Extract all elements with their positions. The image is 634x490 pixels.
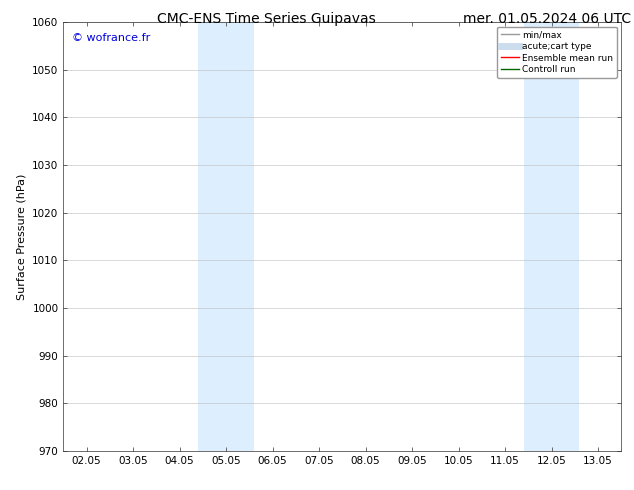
Text: mer. 01.05.2024 06 UTC: mer. 01.05.2024 06 UTC bbox=[463, 12, 631, 26]
Bar bbox=[524, 22, 579, 451]
Y-axis label: Surface Pressure (hPa): Surface Pressure (hPa) bbox=[16, 173, 27, 299]
Bar bbox=[198, 22, 254, 451]
Text: CMC-ENS Time Series Guipavas: CMC-ENS Time Series Guipavas bbox=[157, 12, 376, 26]
Text: © wofrance.fr: © wofrance.fr bbox=[72, 33, 150, 43]
Legend: min/max, acute;cart type, Ensemble mean run, Controll run: min/max, acute;cart type, Ensemble mean … bbox=[497, 26, 617, 78]
